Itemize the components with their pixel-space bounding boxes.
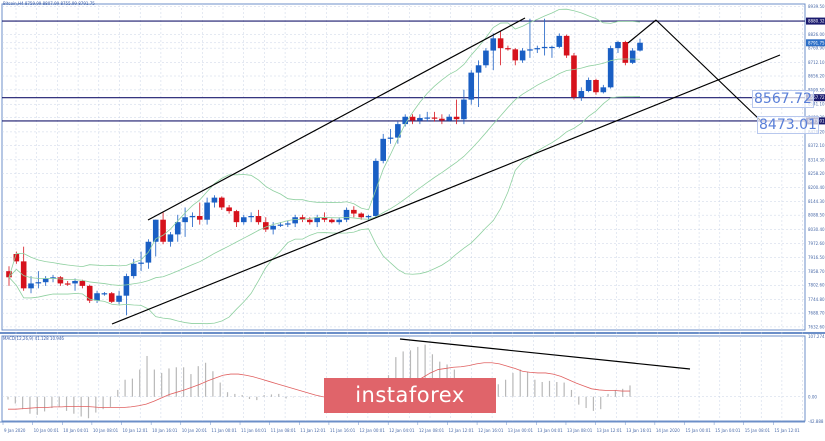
svg-text:11 Jan 00:01: 11 Jan 00:01: [211, 428, 237, 433]
symbol-header: Bitcoin,H4 8759.99 8807.99 8755.99 8791.…: [3, 1, 95, 6]
instaforex-logo: instaforex: [324, 378, 496, 413]
svg-text:7916.50: 7916.50: [808, 255, 825, 260]
svg-text:7802.60: 7802.60: [808, 283, 825, 288]
svg-text:8144.30: 8144.30: [808, 199, 825, 204]
svg-text:7632.60: 7632.60: [808, 324, 825, 329]
price-annotation-8473: 8473.01: [757, 116, 819, 134]
svg-text:15 Jan 00:01: 15 Jan 00:01: [685, 428, 711, 433]
svg-text:8372.10: 8372.10: [808, 143, 825, 148]
svg-text:8030.40: 8030.40: [808, 227, 825, 232]
svg-text:13 Jan 00:01: 13 Jan 00:01: [508, 428, 534, 433]
svg-text:12 Jan 04:01: 12 Jan 04:01: [389, 428, 415, 433]
grid: [2, 4, 805, 421]
svg-text:10 Jan 12:01: 10 Jan 12:01: [123, 428, 149, 433]
svg-text:8656.20: 8656.20: [808, 74, 825, 79]
svg-text:8541.10: 8541.10: [808, 102, 825, 107]
svg-text:8826.00: 8826.00: [808, 32, 825, 37]
svg-text:10 Jan 04:01: 10 Jan 04:01: [63, 428, 89, 433]
svg-text:8088.50: 8088.50: [808, 213, 825, 218]
svg-text:15 Jan 08:01: 15 Jan 08:01: [745, 428, 771, 433]
svg-text:12 Jan 00:01: 12 Jan 00:01: [360, 428, 386, 433]
svg-text:8712.10: 8712.10: [808, 60, 825, 65]
svg-text:10 Jan 20:01: 10 Jan 20:01: [182, 428, 208, 433]
svg-text:9 Jan 2020: 9 Jan 2020: [4, 428, 26, 433]
svg-text:8791.75: 8791.75: [808, 40, 825, 45]
svg-text:7744.80: 7744.80: [808, 297, 825, 302]
candles: [6, 18, 643, 316]
svg-text:7972.60: 7972.60: [808, 241, 825, 246]
svg-text:0.00: 0.00: [808, 395, 817, 400]
svg-text:13 Jan 16:01: 13 Jan 16:01: [626, 428, 652, 433]
svg-text:11 Jan 04:01: 11 Jan 04:01: [241, 428, 267, 433]
svg-text:8599.50: 8599.50: [808, 87, 825, 92]
svg-text:10 Jan 16:01: 10 Jan 16:01: [152, 428, 178, 433]
svg-text:8769.90: 8769.90: [808, 46, 825, 51]
svg-text:7688.70: 7688.70: [808, 311, 825, 316]
svg-text:12 Jan 12:01: 12 Jan 12:01: [448, 428, 474, 433]
svg-text:8200.40: 8200.40: [808, 185, 825, 190]
svg-text:-42.888: -42.888: [808, 419, 824, 424]
macd-header: MACD(12,26,9) 41.128 10.946: [3, 336, 64, 341]
svg-text:8939.50: 8939.50: [808, 4, 825, 9]
svg-text:15 Jan 04:01: 15 Jan 04:01: [715, 428, 741, 433]
svg-text:13 Jan 04:01: 13 Jan 04:01: [537, 428, 563, 433]
svg-text:7858.70: 7858.70: [808, 269, 825, 274]
svg-text:14 Jan 2020: 14 Jan 2020: [656, 428, 680, 433]
svg-text:107.274: 107.274: [808, 334, 825, 339]
svg-text:13 Jan 12:01: 13 Jan 12:01: [597, 428, 623, 433]
svg-text:8314.30: 8314.30: [808, 157, 825, 162]
svg-text:11 Jan 08:01: 11 Jan 08:01: [271, 428, 297, 433]
svg-text:10 Jan 08:01: 10 Jan 08:01: [93, 428, 119, 433]
svg-text:10 Jan 00:01: 10 Jan 00:01: [34, 428, 60, 433]
svg-text:12 Jan 16:01: 12 Jan 16:01: [478, 428, 504, 433]
svg-text:8880.32: 8880.32: [808, 19, 825, 24]
svg-text:11 Jan 16:01: 11 Jan 16:01: [330, 428, 356, 433]
svg-text:8258.20: 8258.20: [808, 171, 825, 176]
svg-text:8567.72: 8567.72: [808, 95, 825, 100]
svg-text:15 Jan 12:01: 15 Jan 12:01: [774, 428, 800, 433]
svg-text:12 Jan 08:01: 12 Jan 08:01: [419, 428, 445, 433]
price-annotation-8567: 8567.72: [752, 90, 814, 108]
svg-text:11 Jan 12:01: 11 Jan 12:01: [300, 428, 326, 433]
svg-text:13 Jan 08:01: 13 Jan 08:01: [567, 428, 593, 433]
